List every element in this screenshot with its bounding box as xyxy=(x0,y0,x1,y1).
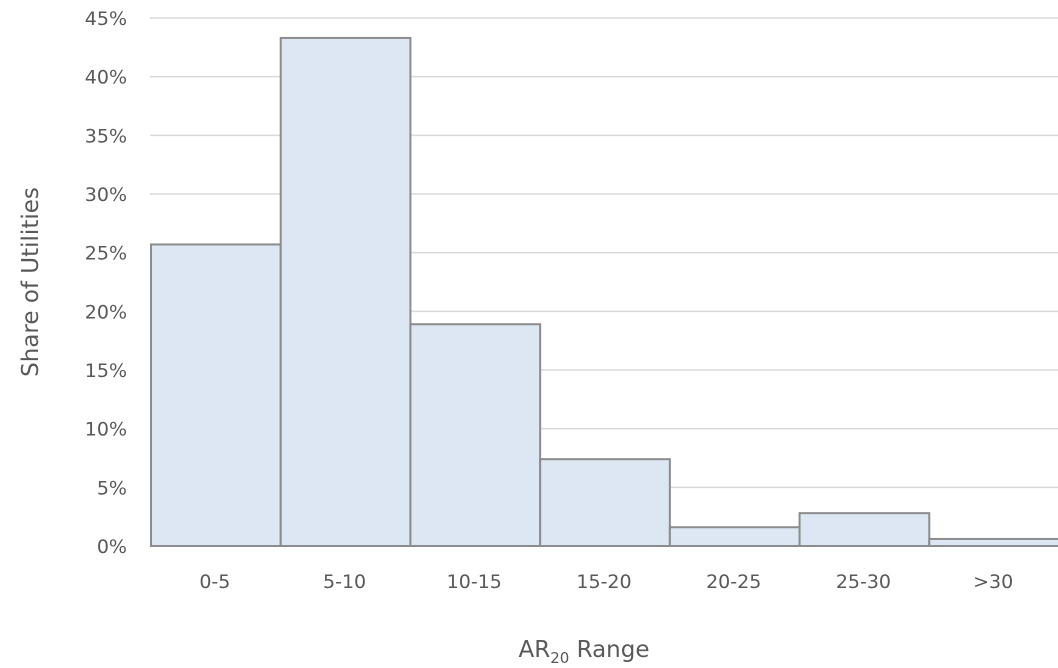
y-tick-label: 35% xyxy=(85,125,127,147)
bar-10-15 xyxy=(409,323,542,547)
x-tick-label: 15-20 xyxy=(576,571,631,593)
bar-20-25 xyxy=(668,526,801,548)
bar-15-20 xyxy=(539,458,671,548)
y-tick-label: 30% xyxy=(85,184,127,206)
y-tick-label: 0% xyxy=(97,536,127,558)
x-tick-label: 10-15 xyxy=(447,571,502,593)
y-tick-label: 10% xyxy=(85,419,127,441)
y-tick-label: 40% xyxy=(85,67,127,89)
y-tick-label: 45% xyxy=(85,8,127,30)
bars xyxy=(150,36,1058,548)
x-tick-label: 0-5 xyxy=(199,571,230,593)
x-axis-title-suffix: Range xyxy=(569,637,649,663)
x-axis-title: AR20 Range xyxy=(518,637,649,667)
x-axis-ticks: 0-5 5-10 10-15 15-20 20-25 25-30 >30 xyxy=(199,571,1013,593)
y-tick-label: 25% xyxy=(85,243,127,265)
x-tick-label: >30 xyxy=(973,571,1013,593)
x-axis-title-main: AR xyxy=(518,637,550,663)
y-tick-label: 15% xyxy=(85,360,127,382)
bar-5-10 xyxy=(279,36,412,548)
y-axis-ticks: 0% 5% 10% 15% 20% 25% 30% 35% 40% 45% xyxy=(85,8,127,558)
bar->30 xyxy=(928,537,1058,548)
x-axis-title-subscript: 20 xyxy=(550,649,569,667)
bar-0-5 xyxy=(150,243,282,547)
x-tick-label: 25-30 xyxy=(836,571,891,593)
bar-25-30 xyxy=(798,512,931,547)
x-tick-label: 20-25 xyxy=(706,571,761,593)
y-axis-title: Share of Utilities xyxy=(18,187,44,377)
x-tick-label: 5-10 xyxy=(323,571,366,593)
y-tick-label: 5% xyxy=(97,477,127,499)
y-tick-label: 20% xyxy=(85,301,127,323)
